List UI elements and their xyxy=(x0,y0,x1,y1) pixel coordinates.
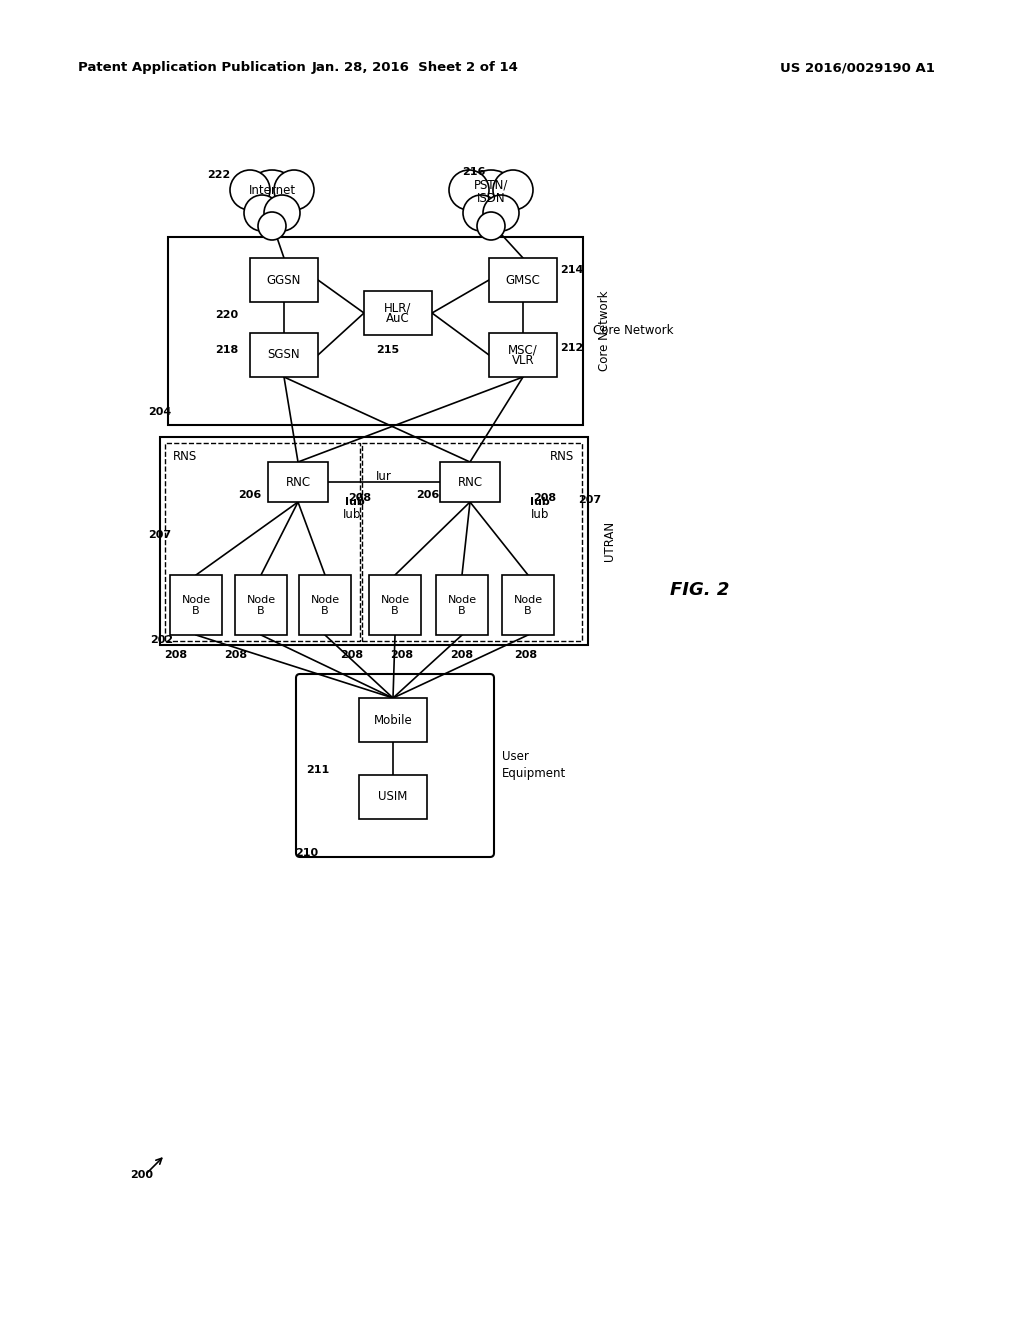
Text: Node: Node xyxy=(447,595,476,605)
Circle shape xyxy=(449,170,489,210)
Bar xyxy=(299,576,351,635)
Text: UTRAN: UTRAN xyxy=(603,521,616,561)
Text: USIM: USIM xyxy=(378,791,408,804)
Text: B: B xyxy=(193,606,200,616)
Text: Iub: Iub xyxy=(530,498,550,507)
Text: 208: 208 xyxy=(390,649,413,660)
Text: Node: Node xyxy=(513,595,543,605)
Text: RNC: RNC xyxy=(286,475,310,488)
Bar xyxy=(250,333,318,378)
Bar xyxy=(359,698,427,742)
Text: 206: 206 xyxy=(238,490,261,500)
FancyBboxPatch shape xyxy=(296,675,494,857)
Text: HLR/: HLR/ xyxy=(384,301,412,314)
Text: 206: 206 xyxy=(416,490,439,500)
Text: RNC: RNC xyxy=(458,475,482,488)
Text: SGSN: SGSN xyxy=(267,348,300,362)
Bar xyxy=(268,462,328,502)
Text: Patent Application Publication: Patent Application Publication xyxy=(78,62,306,74)
Text: 216: 216 xyxy=(462,168,485,177)
Bar xyxy=(440,462,500,502)
Bar xyxy=(170,576,222,635)
Text: 220: 220 xyxy=(215,310,239,319)
Text: Core Network: Core Network xyxy=(593,325,674,338)
Text: Jan. 28, 2016  Sheet 2 of 14: Jan. 28, 2016 Sheet 2 of 14 xyxy=(311,62,518,74)
Text: 208: 208 xyxy=(514,649,538,660)
Text: 214: 214 xyxy=(560,265,584,275)
Text: Node: Node xyxy=(381,595,410,605)
Bar xyxy=(250,257,318,302)
Text: 211: 211 xyxy=(306,766,330,775)
Text: 208: 208 xyxy=(224,649,247,660)
Text: 207: 207 xyxy=(578,495,601,506)
Bar xyxy=(502,576,554,635)
Text: GGSN: GGSN xyxy=(267,273,301,286)
Circle shape xyxy=(244,195,280,231)
Circle shape xyxy=(477,213,505,240)
Text: Iub: Iub xyxy=(345,498,365,507)
Text: 200: 200 xyxy=(130,1170,153,1180)
Circle shape xyxy=(463,170,519,226)
Text: Node: Node xyxy=(247,595,275,605)
Text: 207: 207 xyxy=(148,531,171,540)
Text: Iur: Iur xyxy=(376,470,392,483)
Bar xyxy=(234,576,287,635)
Text: 208: 208 xyxy=(534,492,556,503)
Bar xyxy=(168,238,583,425)
Bar xyxy=(359,775,427,818)
Text: B: B xyxy=(391,606,398,616)
Text: Internet: Internet xyxy=(249,185,296,198)
Text: 208: 208 xyxy=(164,649,187,660)
Bar xyxy=(165,444,360,642)
Text: B: B xyxy=(458,606,466,616)
Circle shape xyxy=(244,170,300,226)
Text: 208: 208 xyxy=(340,649,364,660)
Text: RNS: RNS xyxy=(550,450,574,463)
Text: B: B xyxy=(524,606,531,616)
Text: B: B xyxy=(322,606,329,616)
Bar xyxy=(489,257,557,302)
Text: Core Network: Core Network xyxy=(598,290,611,371)
Bar xyxy=(369,576,421,635)
Circle shape xyxy=(493,170,534,210)
Text: Iub: Iub xyxy=(343,507,361,520)
Text: US 2016/0029190 A1: US 2016/0029190 A1 xyxy=(780,62,935,74)
Circle shape xyxy=(230,170,270,210)
Circle shape xyxy=(463,195,499,231)
Text: 210: 210 xyxy=(295,847,318,858)
Text: 222: 222 xyxy=(207,170,230,180)
Text: 208: 208 xyxy=(450,649,473,660)
Text: User
Equipment: User Equipment xyxy=(502,750,566,780)
Text: FIG. 2: FIG. 2 xyxy=(670,581,729,599)
Text: GMSC: GMSC xyxy=(506,273,541,286)
Text: 215: 215 xyxy=(376,345,399,355)
Bar xyxy=(364,290,432,335)
Text: AuC: AuC xyxy=(386,313,410,326)
Text: 212: 212 xyxy=(560,343,584,352)
Text: Iub: Iub xyxy=(530,507,549,520)
Text: ISDN: ISDN xyxy=(477,191,505,205)
Text: VLR: VLR xyxy=(512,355,535,367)
Text: Node: Node xyxy=(310,595,340,605)
Text: 218: 218 xyxy=(215,345,239,355)
Text: Mobile: Mobile xyxy=(374,714,413,726)
Bar xyxy=(436,576,488,635)
Circle shape xyxy=(258,213,286,240)
Text: PSTN/: PSTN/ xyxy=(474,178,508,191)
Text: 202: 202 xyxy=(150,635,173,645)
Text: RNS: RNS xyxy=(173,450,198,463)
Bar xyxy=(489,333,557,378)
Text: Node: Node xyxy=(181,595,211,605)
Text: 208: 208 xyxy=(348,492,371,503)
Text: B: B xyxy=(257,606,265,616)
Text: MSC/: MSC/ xyxy=(508,343,538,356)
Circle shape xyxy=(264,195,300,231)
Circle shape xyxy=(274,170,314,210)
Bar xyxy=(160,437,588,645)
Circle shape xyxy=(483,195,519,231)
Text: 204: 204 xyxy=(148,407,171,417)
Bar xyxy=(362,444,582,642)
